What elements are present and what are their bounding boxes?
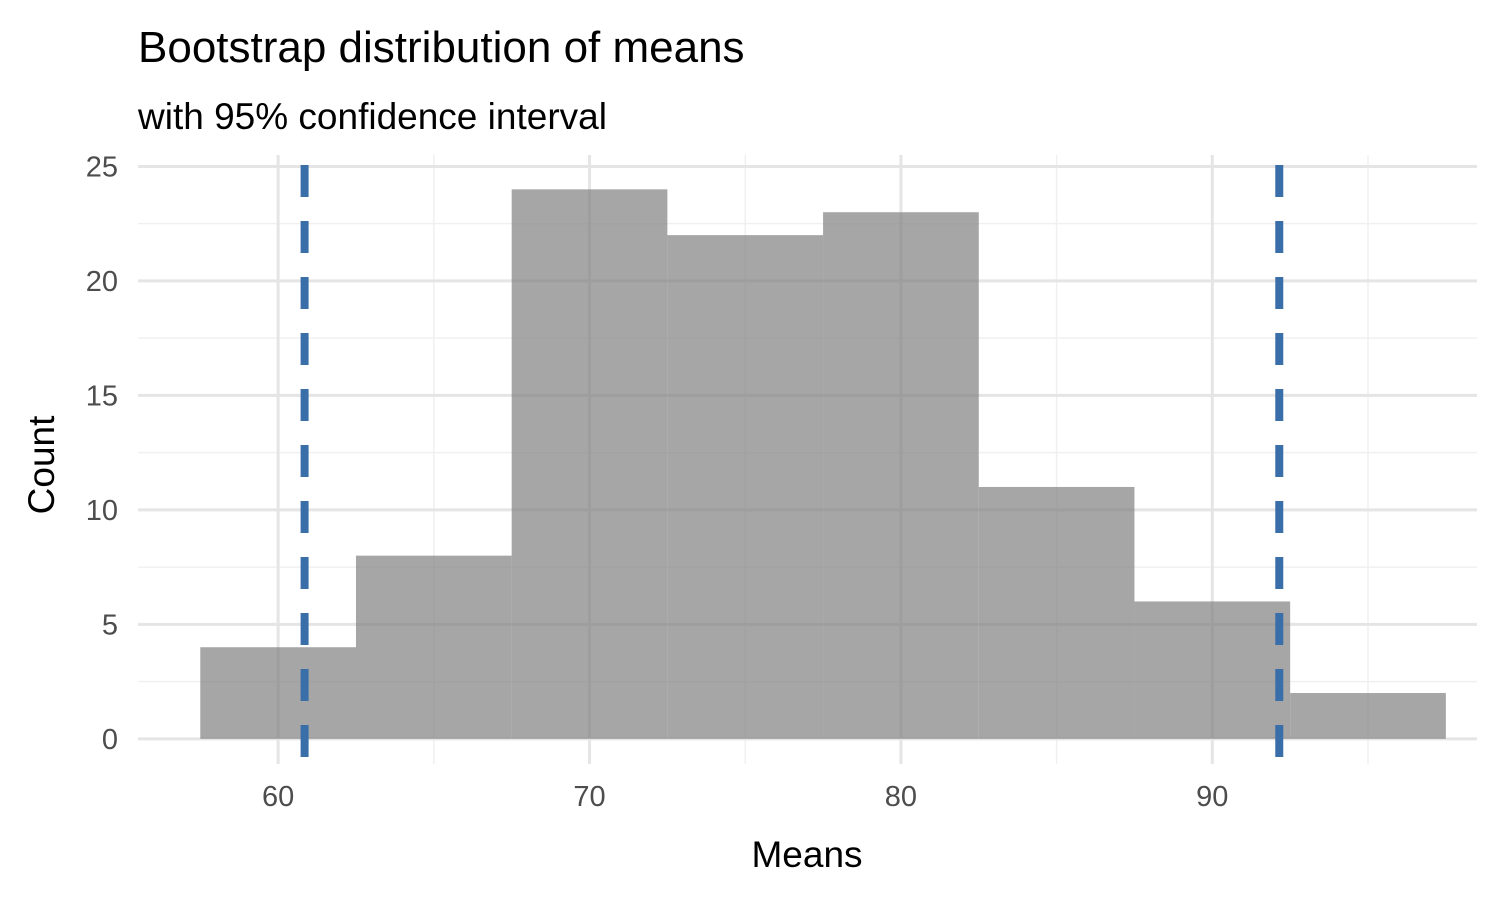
confidence-interval-lines xyxy=(300,165,1284,766)
histogram-bar xyxy=(1290,693,1446,739)
histogram-bar xyxy=(355,555,512,739)
x-tick-label: 80 xyxy=(885,781,917,813)
histogram-bars xyxy=(200,189,1446,739)
y-tick-label: 0 xyxy=(102,724,118,756)
histogram-bar xyxy=(200,647,356,739)
histogram-bar xyxy=(1134,601,1291,739)
histogram-bar xyxy=(511,189,668,739)
y-tick-label: 5 xyxy=(102,609,118,641)
histogram-bar xyxy=(667,235,824,739)
chart-subtitle: with 95% confidence interval xyxy=(137,96,607,137)
x-tick-label: 70 xyxy=(573,781,605,813)
x-tick-label: 60 xyxy=(262,781,294,813)
y-tick-label: 25 xyxy=(86,151,118,183)
histogram-bar xyxy=(823,212,979,739)
x-tick-label: 90 xyxy=(1196,781,1228,813)
y-axis-title: Count xyxy=(21,415,62,514)
y-tick-label: 10 xyxy=(86,495,118,527)
chart-title: Bootstrap distribution of means xyxy=(138,23,745,72)
x-axis-title: Means xyxy=(751,834,862,875)
y-tick-label: 15 xyxy=(86,380,118,412)
y-tick-label: 20 xyxy=(86,266,118,298)
y-axis-tick-labels: 0 5 10 15 20 25 xyxy=(86,151,118,755)
x-axis-tick-labels: 60 70 80 90 xyxy=(262,781,1228,813)
histogram-bar xyxy=(978,486,1135,739)
